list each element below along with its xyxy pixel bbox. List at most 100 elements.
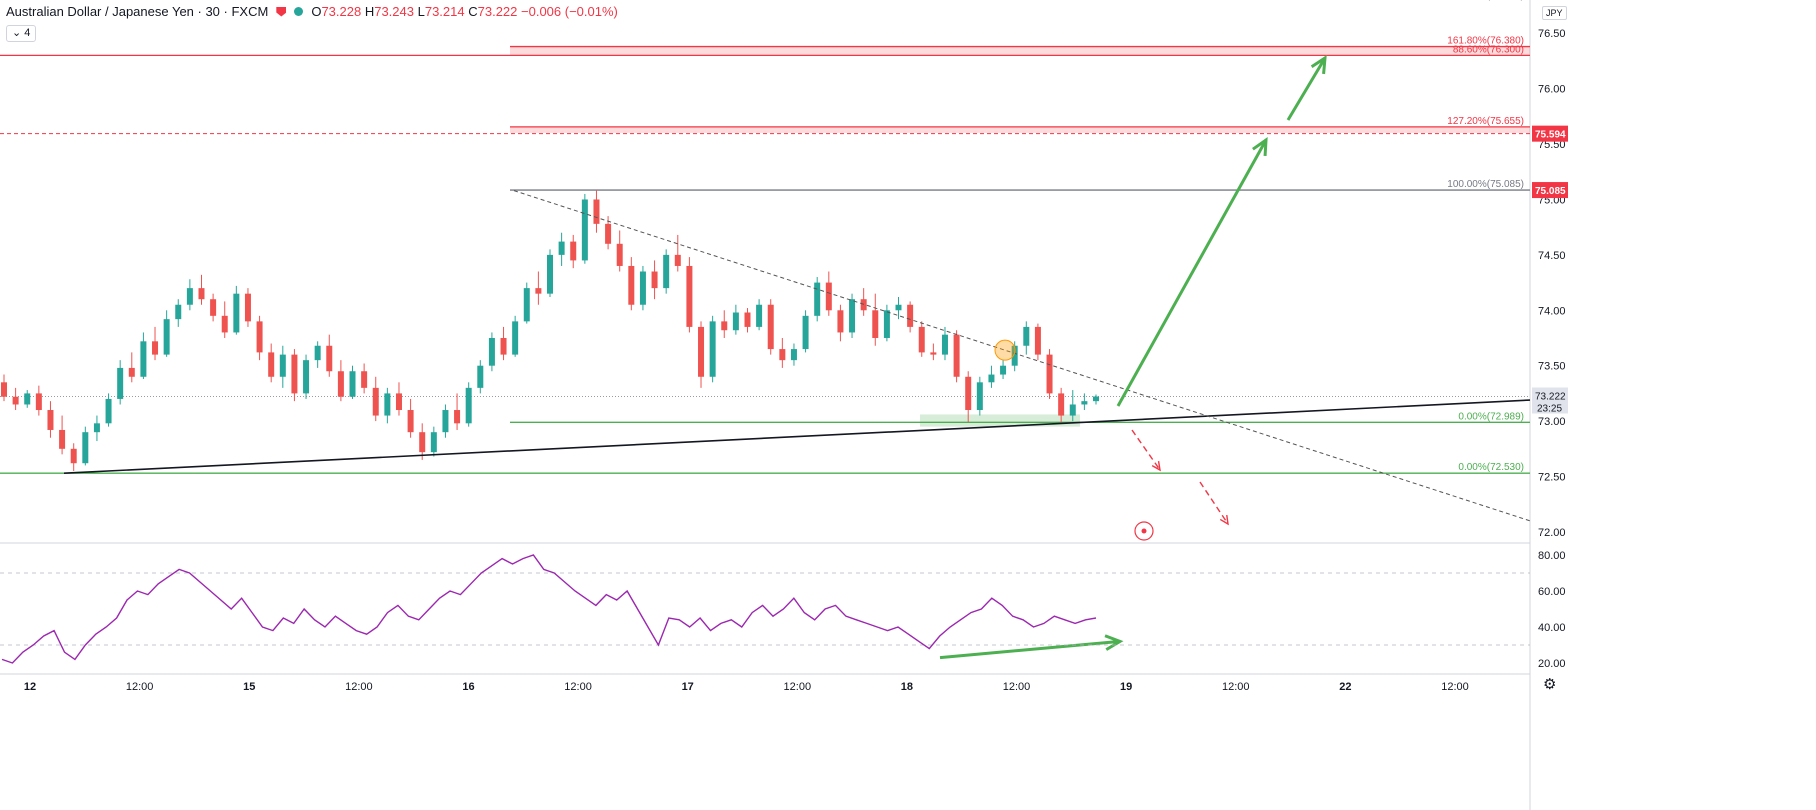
projected-up-arrow-head	[1252, 136, 1268, 157]
candle-body	[384, 393, 391, 416]
candle-body	[581, 199, 588, 261]
grid	[0, 0, 1531, 810]
candle-body	[953, 334, 960, 377]
candle-body	[918, 326, 925, 353]
candle-body	[790, 349, 797, 361]
candle-body	[128, 367, 135, 377]
rsi-divergence-arrow-head	[1104, 634, 1124, 651]
candle-body	[82, 432, 89, 464]
candle-body	[1081, 401, 1088, 405]
candle-body	[35, 393, 42, 411]
chart-header: Australian Dollar / Japanese Yen · 30 · …	[6, 4, 618, 19]
price-badge	[1532, 125, 1568, 142]
candle-body	[314, 345, 321, 361]
candle-body	[395, 393, 402, 411]
descending-trendline	[513, 190, 1531, 522]
candle-body	[465, 387, 472, 424]
candle-body	[628, 265, 635, 305]
candle-body	[663, 254, 670, 289]
rsi-line	[1, 554, 1097, 664]
candle-body	[849, 299, 856, 333]
candle-body	[907, 304, 914, 327]
candle-body	[605, 223, 612, 244]
candle-body	[547, 254, 553, 294]
fib-level-label: 161.80%(76.380)	[1447, 36, 1524, 47]
change-value: −0.006 (−0.01%)	[521, 4, 618, 19]
time-axis-label: 12	[24, 681, 36, 693]
projected-up-arrow-head	[1310, 55, 1327, 75]
countdown-label: 23:25	[1537, 404, 1562, 415]
candle-body	[1046, 354, 1053, 394]
time-axis-label: 12:00	[564, 681, 592, 693]
breakout-marker	[994, 339, 1016, 361]
candle-body	[291, 354, 298, 394]
candle-body	[1000, 365, 1007, 375]
rsi-divergence-arrow	[939, 639, 1121, 660]
candle-body	[732, 312, 739, 331]
projected-down-arrow-head	[1151, 461, 1161, 472]
price-axis-label: 75.50	[1538, 139, 1566, 151]
candle-body	[1023, 326, 1030, 346]
candle-body	[930, 352, 937, 355]
price-axis-label: 74.50	[1538, 250, 1566, 262]
candle-body	[1058, 393, 1065, 416]
flag-icon[interactable]	[276, 6, 287, 17]
candle-body	[825, 282, 832, 311]
ohlc-values: O73.228 H73.243 L73.214 C73.222 −0.006 (…	[311, 4, 618, 19]
candle-body	[361, 371, 368, 388]
rsi-pane	[0, 554, 1530, 664]
candle-body	[303, 360, 310, 394]
candle-body	[221, 315, 228, 333]
high-key: H	[364, 4, 375, 19]
open-value: 73.228	[321, 4, 362, 19]
alert-icon	[1134, 521, 1154, 541]
time-axis-label: 12:00	[345, 681, 373, 693]
candle-body	[988, 374, 995, 383]
symbol-title[interactable]: Australian Dollar / Japanese Yen · 30 · …	[6, 4, 269, 19]
last-price-badge	[1532, 387, 1568, 414]
candle-body	[372, 387, 379, 416]
candle-body	[837, 310, 844, 333]
candle-body	[24, 393, 31, 405]
candle-body	[233, 293, 240, 333]
candle-body	[616, 243, 623, 266]
candle-body	[59, 429, 66, 449]
candle-body	[1034, 326, 1041, 355]
time-axis-label: 16	[462, 681, 474, 693]
candle-body	[477, 365, 484, 388]
price-axis-label: 74.00	[1538, 305, 1566, 317]
candle-body	[175, 304, 182, 320]
candle-body	[279, 354, 286, 377]
rsi-axis-label: 40.00	[1538, 622, 1566, 634]
candle-body	[210, 299, 217, 316]
candle-body	[721, 321, 728, 331]
time-axis-label: 12:00	[126, 681, 154, 693]
fib-level-label: 100.00%(76.785)	[1447, 0, 1524, 2]
time-axis-label: 12:00	[1441, 681, 1469, 693]
rsi-axis-label: 60.00	[1538, 586, 1566, 598]
high-value: 73.243	[374, 4, 414, 19]
price-axis-label: 72.50	[1538, 472, 1566, 484]
candle-body	[512, 321, 519, 355]
currency-badge[interactable]: JPY	[1542, 6, 1567, 20]
candle-body	[756, 304, 763, 327]
time-axis-label: 18	[901, 681, 913, 693]
candle-body	[105, 398, 112, 424]
gear-icon[interactable]: ⚙	[1543, 675, 1557, 693]
candle-body	[419, 432, 426, 453]
low-key: L	[417, 4, 425, 19]
candle-body	[1, 382, 7, 397]
indicators-toggle[interactable]: ⌄ 4	[6, 25, 37, 42]
candle-body	[570, 241, 577, 261]
candle-body	[1093, 396, 1099, 402]
fib-band	[510, 46, 1530, 56]
candle-body	[93, 423, 100, 433]
candle-body	[639, 271, 646, 305]
candle-body	[779, 349, 786, 361]
candle-body	[152, 341, 159, 355]
time-axis-label: 12:00	[1003, 681, 1031, 693]
candle-body	[70, 448, 77, 464]
support-zone	[920, 414, 1080, 427]
candle-body	[268, 352, 275, 377]
